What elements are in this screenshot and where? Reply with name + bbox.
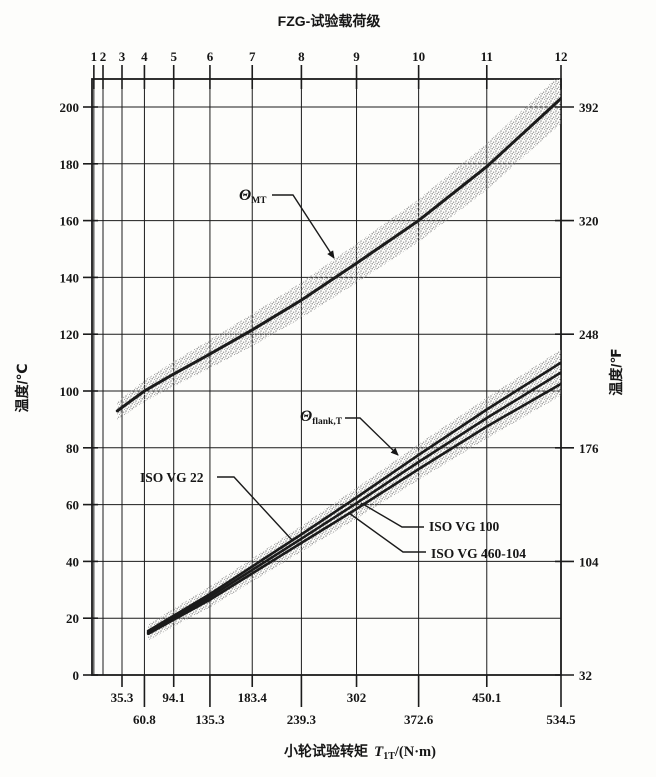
leader-iso-vg-460 (348, 512, 426, 553)
left-tick-label: 180 (60, 157, 80, 172)
left-tick-label: 140 (60, 270, 80, 285)
top-stage-label: 11 (481, 49, 493, 64)
bottom-row1-label: 450.1 (472, 690, 501, 705)
bottom-axis-title-cn: 小轮试验转矩 (284, 743, 368, 759)
bottom-axis-title-sub: 1T (383, 751, 395, 762)
left-axis-title: 温度/℃ (14, 364, 30, 413)
curve-theta-mt (115, 97, 561, 413)
chart-title: FZG-试验载荷级 (278, 13, 382, 29)
left-tick-label: 100 (60, 384, 80, 399)
label-iso-vg-22: ISO VG 22 (140, 470, 204, 485)
right-axis-title: 温度/℉ (608, 348, 624, 395)
leader-iso-vg-100 (360, 502, 424, 528)
top-stage-label: 3 (119, 49, 126, 64)
right-tick-label: 248 (579, 327, 599, 342)
left-tick-label: 200 (60, 100, 80, 115)
curve-iso-vg-100 (146, 371, 561, 634)
bottom-axis-title: 小轮试验转矩 T1T/(N·m) (284, 743, 436, 762)
top-stage-label: 9 (353, 49, 360, 64)
top-stage-label: 1 (91, 49, 98, 64)
plot-content (115, 79, 561, 641)
bottom-row2-label: 239.3 (287, 712, 317, 727)
top-stage-label: 2 (100, 49, 107, 64)
bottom-axis-title-unit: /(N·m) (394, 744, 436, 760)
bottom-row1-label: 35.3 (111, 690, 134, 705)
right-tick-label: 104 (579, 554, 599, 569)
leader-theta-flank (345, 417, 399, 456)
left-tick-label: 40 (66, 554, 79, 569)
top-stage-label: 4 (141, 49, 148, 64)
band-theta-mt (117, 79, 561, 420)
top-stage-label: 10 (412, 49, 425, 64)
label-theta-flank-symbol: Θ (300, 408, 312, 425)
left-tick-label: 0 (73, 668, 80, 683)
label-theta-flank: Θflank,T (300, 408, 343, 427)
left-tick-label: 60 (66, 498, 79, 513)
top-stage-label: 12 (554, 49, 567, 64)
curve-iso-vg-460-104 (146, 382, 561, 636)
left-tick-label: 160 (60, 214, 80, 229)
top-stage-label: 6 (207, 49, 214, 64)
left-tick-label: 120 (60, 327, 80, 342)
label-iso-vg-100: ISO VG 100 (429, 519, 500, 534)
right-tick-label: 392 (579, 100, 599, 115)
bottom-row2-label: 135.3 (195, 712, 225, 727)
right-tick-label: 320 (579, 214, 599, 229)
right-tick-label: 176 (579, 441, 599, 456)
label-theta-flank-subscript: flank,T (312, 417, 342, 427)
top-stage-label: 8 (298, 49, 305, 64)
left-tick-label: 20 (66, 611, 79, 626)
bottom-row1-label: 302 (347, 690, 367, 705)
bottom-row1-label: 183.4 (238, 690, 268, 705)
curve-iso-vg-22 (146, 361, 561, 633)
bottom-row2-label: 534.5 (546, 712, 576, 727)
bottom-row2-label: 372.6 (404, 712, 434, 727)
label-theta-mt-subscript: MT (251, 196, 267, 206)
bottom-axis-title-sym: T (374, 744, 384, 760)
left-tick-label: 80 (66, 441, 79, 456)
leader-iso-vg-22 (217, 476, 293, 541)
label-theta-mt: ΘMT (239, 187, 267, 206)
bottom-row1-label: 94.1 (162, 690, 185, 705)
leader-theta-mt (272, 194, 335, 259)
top-stage-label: 5 (170, 49, 177, 64)
label-iso-vg-460-104: ISO VG 460-104 (431, 546, 526, 561)
bottom-row2-label: 60.8 (133, 712, 156, 727)
top-stage-label: 7 (249, 49, 256, 64)
label-theta-mt-symbol: Θ (239, 187, 251, 204)
right-tick-label: 32 (579, 668, 592, 683)
